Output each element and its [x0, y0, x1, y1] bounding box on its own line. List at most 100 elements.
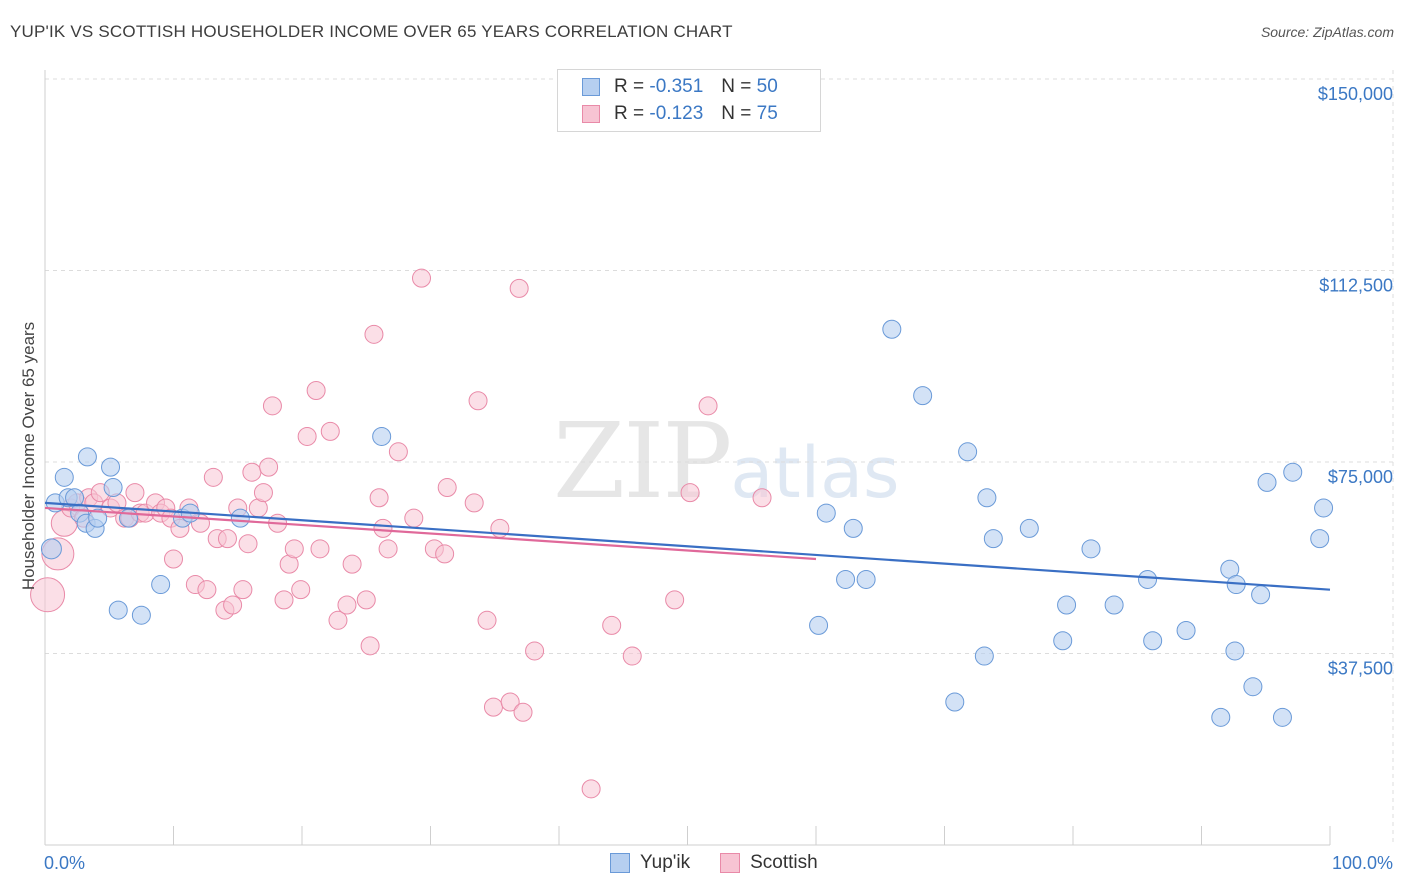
legend-r-value: -0.123	[649, 103, 704, 124]
series-legend: Yup'ik Scottish	[610, 852, 848, 874]
legend-r-label: R =	[614, 76, 645, 97]
legend-scottish-label: Scottish	[750, 852, 818, 873]
yupik-point	[983, 529, 1003, 549]
yupik-point	[1225, 641, 1245, 661]
legend-n-label: N =	[721, 76, 752, 97]
scottish-point	[404, 508, 424, 528]
yupik-point	[1053, 631, 1073, 651]
legend-r-value: -0.351	[649, 76, 704, 97]
yupik-point	[836, 569, 856, 589]
legend-n-label: N =	[721, 103, 752, 124]
watermark-zip: ZIP	[553, 400, 732, 522]
scottish-points	[30, 268, 772, 799]
scottish-point	[197, 580, 217, 600]
zipatlas-watermark: ZIPatlas	[553, 400, 899, 522]
yupik-point	[945, 692, 965, 712]
yupik-point	[913, 386, 933, 406]
scottish-point	[477, 610, 497, 630]
grid-lines	[45, 70, 1395, 845]
scottish-point	[306, 381, 326, 401]
scottish-point	[364, 324, 384, 344]
scottish-point	[320, 421, 340, 441]
scottish-point	[373, 518, 393, 538]
scottish-point	[622, 646, 642, 666]
scottish-point	[291, 580, 311, 600]
scottish-point	[509, 278, 529, 298]
scottish-point	[242, 462, 262, 482]
yupik-point	[54, 467, 74, 487]
scottish-point	[378, 539, 398, 559]
y-tick-label: $150,000	[1318, 84, 1393, 104]
y-tick-label: $37,500	[1328, 659, 1393, 679]
yupik-point	[131, 605, 151, 625]
yupik-point	[1251, 585, 1271, 605]
scottish-point	[483, 697, 503, 717]
yupik-point	[809, 615, 829, 635]
legend-yupik-label: Yup'ik	[640, 852, 691, 873]
scottish-point	[30, 577, 66, 613]
scottish-point	[513, 702, 533, 722]
yupik-swatch	[582, 78, 600, 96]
yupik-point	[856, 569, 876, 589]
scottish-point	[369, 488, 389, 508]
scottish-swatch	[720, 853, 741, 873]
legend-row-scottish: R = -0.123 N = 75	[582, 102, 778, 126]
scottish-point	[360, 636, 380, 656]
yupik-point	[372, 426, 392, 446]
scottish-point	[274, 590, 294, 610]
yupik-point	[230, 508, 250, 528]
chart-title: YUP'IK VS SCOTTISH HOUSEHOLDER INCOME OV…	[10, 22, 733, 41]
scottish-point	[602, 615, 622, 635]
yupik-point	[1310, 529, 1330, 549]
scottish-point	[342, 554, 362, 574]
yupik-trend-line	[44, 501, 1331, 591]
scottish-swatch	[582, 105, 600, 123]
yupik-point	[1283, 462, 1303, 482]
scottish-point	[253, 483, 273, 503]
correlation-legend: R = -0.351 N = 50 R = -0.123 N = 75	[557, 69, 821, 132]
scottish-point	[437, 478, 457, 498]
scottish-point	[435, 544, 455, 564]
yupik-point	[40, 538, 62, 560]
scottish-point	[297, 426, 317, 446]
scottish-trend-line	[44, 506, 817, 561]
x-tick-label: 100.0%	[1332, 853, 1393, 873]
legend-n-value: 75	[756, 103, 778, 124]
scottish-point	[680, 483, 700, 503]
legend-n-value: 50	[756, 76, 778, 97]
yupik-points	[40, 319, 1334, 727]
trend-lines	[44, 501, 1331, 591]
legend-item-scottish[interactable]: Scottish	[720, 852, 818, 874]
scottish-point	[223, 595, 243, 615]
scottish-point	[310, 539, 330, 559]
scottish-point	[328, 610, 348, 630]
yupik-point	[151, 575, 171, 595]
yupik-point	[1314, 498, 1334, 518]
scottish-point	[259, 457, 279, 477]
legend-row-yupik: R = -0.351 N = 50	[582, 75, 778, 99]
scottish-point	[464, 493, 484, 513]
yupik-point	[1057, 595, 1077, 615]
yupik-point	[882, 319, 902, 339]
scottish-point	[337, 595, 357, 615]
scottish-point	[500, 692, 520, 712]
yupik-point	[77, 447, 97, 467]
yupik-point	[1272, 707, 1292, 727]
yupik-point	[1176, 621, 1196, 641]
legend-item-yupik[interactable]: Yup'ik	[610, 852, 690, 874]
yupik-point	[816, 503, 836, 523]
yupik-point	[974, 646, 994, 666]
scottish-point	[665, 590, 685, 610]
yupik-point	[977, 488, 997, 508]
scottish-point	[125, 483, 145, 503]
yupik-point	[119, 508, 139, 528]
yupik-point	[1211, 707, 1231, 727]
yupik-point	[1019, 518, 1039, 538]
yupik-point	[1257, 472, 1277, 492]
yupik-point	[958, 442, 978, 462]
yupik-point	[108, 600, 128, 620]
scottish-point	[356, 590, 376, 610]
yupik-point	[103, 478, 123, 498]
yupik-point	[843, 518, 863, 538]
